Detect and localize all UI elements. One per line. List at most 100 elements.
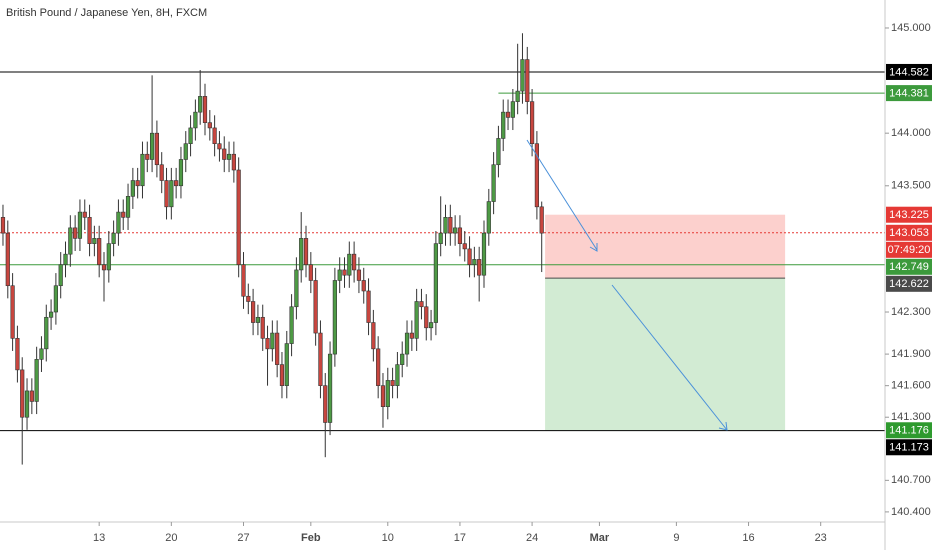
y-tick-label: 145.000 <box>891 22 931 34</box>
candle-body <box>241 264 246 297</box>
price-badge <box>886 439 932 456</box>
candle-body <box>400 353 405 365</box>
candle-body <box>246 295 251 302</box>
candle-body <box>481 232 487 276</box>
candle-body <box>270 332 275 350</box>
candle-body <box>534 143 539 208</box>
candle-body <box>251 301 256 323</box>
candle-body <box>164 180 169 208</box>
x-tick-label: 23 <box>815 532 827 544</box>
x-tick-label: 27 <box>237 532 249 544</box>
price-badge <box>886 85 932 102</box>
candle-body <box>279 364 285 386</box>
candle-body <box>347 253 352 276</box>
candle-body <box>496 138 501 166</box>
candle-body <box>207 122 212 129</box>
candle-body <box>462 243 467 250</box>
candle-body <box>82 211 87 218</box>
price-badge-label: 142.749 <box>889 261 929 273</box>
candle-body <box>539 206 544 234</box>
candle-body <box>0 217 6 234</box>
stop-zone <box>545 214 786 279</box>
candle-body <box>472 259 477 265</box>
candle-body <box>236 169 241 265</box>
candle-body <box>188 127 193 145</box>
candle-body <box>135 180 140 187</box>
arrow-head <box>589 243 598 252</box>
x-tick-label: Feb <box>301 532 321 544</box>
candle-body <box>515 90 520 102</box>
candle-body <box>318 332 323 386</box>
chart-title: British Pound / Japanese Yen, 8H, FXCM <box>6 7 207 19</box>
candle-body <box>414 301 419 339</box>
candle-body <box>255 316 261 323</box>
y-tick-label: 142.300 <box>891 306 931 318</box>
candle-body <box>111 232 116 244</box>
candle-body <box>356 269 362 281</box>
x-tick-label: Mar <box>590 532 610 544</box>
target-zone <box>545 278 786 431</box>
arrow <box>526 139 598 251</box>
candle-body <box>299 238 304 271</box>
price-badge <box>886 422 932 439</box>
candle-body <box>68 227 73 255</box>
candle-body <box>48 311 54 318</box>
candle-body <box>20 369 25 418</box>
candle-body <box>428 322 434 329</box>
candle-body <box>145 153 150 160</box>
candle-body <box>198 96 203 113</box>
x-tick-label: 10 <box>382 532 394 544</box>
candle-body <box>284 343 289 386</box>
candle-body <box>477 259 482 276</box>
price-badge-label: 144.381 <box>889 88 929 100</box>
x-tick-label: 13 <box>93 532 105 544</box>
price-badge-label: 141.173 <box>889 442 929 454</box>
candle-body <box>24 390 30 418</box>
candle-body <box>457 227 463 244</box>
candle-body <box>169 180 174 208</box>
candle-body <box>106 243 111 271</box>
price-badge-label: 143.053 <box>889 227 929 239</box>
candle-body <box>327 353 333 423</box>
candle-body <box>275 332 280 365</box>
candle-body <box>159 164 164 181</box>
candle-body <box>332 280 337 355</box>
candle-body <box>58 264 63 287</box>
candle-body <box>178 159 184 187</box>
x-tick-label: 9 <box>673 532 679 544</box>
candle-body <box>260 316 265 339</box>
candle-body <box>130 180 135 197</box>
x-tick-label: 17 <box>454 532 466 544</box>
x-tick-label: 20 <box>165 532 177 544</box>
countdown-label: 07:49:20 <box>888 244 931 256</box>
countdown-badge <box>886 241 932 258</box>
candle-body <box>183 143 188 160</box>
candle-body <box>520 59 525 92</box>
candle-body <box>121 211 126 218</box>
price-badge-label: 141.176 <box>889 425 929 437</box>
y-tick-label: 141.600 <box>891 380 931 392</box>
candle-body <box>212 127 217 145</box>
candle-body <box>294 269 299 308</box>
candle-body <box>419 301 424 308</box>
candle-body <box>443 217 448 234</box>
candle-body <box>39 348 44 360</box>
y-tick-label: 141.300 <box>891 411 931 423</box>
candle-body <box>97 238 102 265</box>
candle-body <box>5 232 10 287</box>
price-badge <box>886 224 932 241</box>
candle-body <box>101 264 107 271</box>
arrow-head <box>718 421 728 431</box>
candle-body <box>265 338 270 350</box>
candle-body <box>352 253 357 271</box>
arrow <box>611 284 728 431</box>
candle-body <box>15 338 20 371</box>
price-badge <box>886 258 932 275</box>
price-badge-label: 142.622 <box>889 278 929 290</box>
candle-body <box>222 148 227 160</box>
y-tick-label: 140.400 <box>891 506 931 518</box>
candle-body <box>323 385 328 423</box>
candle-body <box>361 280 366 292</box>
